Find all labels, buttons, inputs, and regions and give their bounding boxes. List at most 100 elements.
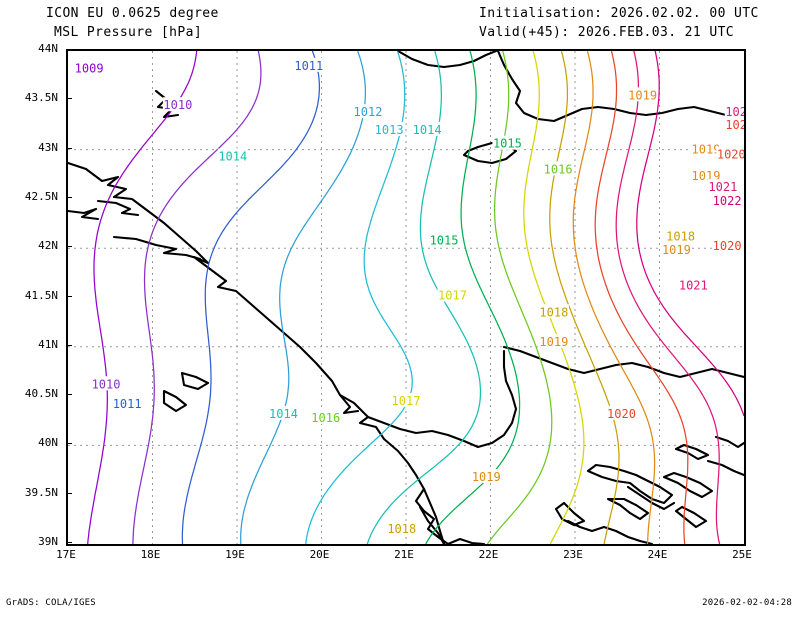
- gridlines: [68, 51, 744, 544]
- lon-tick-label: 20E: [309, 548, 330, 561]
- lat-tick: [66, 295, 72, 297]
- contour-value-label: 1009: [75, 62, 104, 76]
- contour-label-backdrop: [352, 104, 383, 119]
- contour-line-1010: [132, 51, 262, 544]
- contour-value-label: 1022: [713, 194, 742, 208]
- contour-line-1009: [87, 51, 198, 544]
- lat-tick-label: 42N: [38, 239, 58, 253]
- contour-value-label: 1014: [218, 150, 247, 164]
- contour-line-1020: [594, 51, 689, 544]
- contour-label-backdrop: [310, 409, 341, 424]
- contour-label-backdrop: [492, 135, 523, 150]
- contour-label-backdrop: [74, 60, 105, 75]
- lat-tick-label: 42.5N: [24, 189, 58, 203]
- lon-tick-label: 19E: [225, 548, 245, 561]
- contour-value-label: 1020: [607, 407, 636, 421]
- contour-value-label: 1011: [113, 397, 142, 411]
- contour-label-backdrop: [712, 238, 743, 253]
- lon-tick-label: 18E: [140, 548, 161, 561]
- contour-label-backdrop: [707, 179, 738, 194]
- contour-label-backdrop: [606, 405, 637, 420]
- lon-tick-label: 17E: [56, 548, 76, 561]
- contour-value-label: 1010: [163, 98, 192, 112]
- lat-tick: [66, 196, 72, 198]
- contour-label-backdrop: [412, 121, 443, 136]
- contour-label-backdrop: [678, 277, 709, 292]
- contour-line-1021: [615, 51, 721, 544]
- contour-label-backdrop: [627, 87, 658, 102]
- contour-label-backdrop: [716, 146, 744, 161]
- grads-credit: GrADS: COLA/IGES: [6, 598, 96, 608]
- lon-tick-label: 21E: [394, 548, 414, 561]
- lat-tick: [66, 246, 72, 248]
- contour-layer: [87, 51, 744, 544]
- contour-label-backdrop: [538, 333, 569, 348]
- contour-value-label: 1020: [717, 148, 744, 162]
- lat-tick-label: 43.5N: [24, 91, 58, 105]
- contour-value-label: 1017: [438, 289, 467, 303]
- contour-label-backdrop: [268, 405, 299, 420]
- lat-tick: [66, 98, 72, 100]
- contour-line-1011: [181, 51, 321, 544]
- contour-value-label: 1014: [413, 123, 442, 137]
- contour-value-label: 1017: [392, 394, 421, 408]
- contour-value-label: 1019: [472, 470, 501, 484]
- lat-tick-label: 40.5N: [24, 387, 58, 401]
- contour-label-backdrop: [690, 141, 721, 156]
- contour-value-label: 1010: [92, 377, 121, 391]
- lat-tick-label: 39.5N: [24, 485, 58, 499]
- render-timestamp: 2026-02-02-04:28: [702, 598, 792, 608]
- contour-label-backdrop: [293, 57, 324, 72]
- contour-line-1018: [549, 51, 620, 544]
- contour-value-label: 1019: [662, 243, 691, 257]
- valid-time: Valid(+45): 2026.FEB.03. 21 UTC: [479, 25, 735, 40]
- lat-tick-label: 43N: [38, 140, 58, 154]
- contour-label-backdrop: [543, 161, 574, 176]
- contour-label-backdrop: [665, 228, 696, 243]
- contour-label-backdrop: [91, 376, 122, 391]
- contour-value-label: 1013: [375, 123, 404, 137]
- contour-value-label: 1020: [713, 239, 742, 253]
- contour-label-backdrop: [724, 104, 744, 119]
- lon-tick-label: 23E: [563, 548, 583, 561]
- contour-label-backdrop: [217, 148, 248, 163]
- lat-tick: [66, 344, 72, 346]
- contour-value-label: 1018: [666, 229, 695, 243]
- contour-label-backdrop: [437, 287, 468, 302]
- contour-value-label: 1019: [692, 143, 721, 157]
- field-title: MSL Pressure [hPa]: [54, 25, 203, 40]
- contour-line-1015: [425, 51, 521, 544]
- contour-value-label: 1015: [430, 233, 459, 247]
- contour-line-1014: [366, 51, 482, 544]
- map-plot-area: 1009 1010 1011 1012 1013 1014 1014 1015 1016 1019…: [66, 49, 746, 546]
- contour-line-1013: [305, 51, 413, 544]
- contour-label-backdrop: [162, 97, 193, 112]
- contour-value-label: 1012: [354, 105, 383, 119]
- lat-tick-label: 40N: [38, 436, 58, 450]
- lat-tick: [66, 147, 72, 149]
- lat-tick-label: 39N: [38, 535, 58, 548]
- contour-plot-svg: 1009 1010 1011 1012 1013 1014 1014 1015 1016 1019…: [68, 51, 744, 544]
- contour-value-label: 1018: [539, 305, 568, 319]
- contour-value-label: 1021: [725, 105, 744, 119]
- contour-value-label: 1018: [387, 522, 416, 536]
- contour-label-backdrop: [112, 395, 143, 410]
- contour-label-backdrop: [661, 242, 692, 257]
- contour-label-backdrop: [471, 468, 502, 483]
- contour-value-label: 1019: [628, 88, 657, 102]
- contour-value-label: 1015: [493, 137, 522, 151]
- contour-value-label: 1016: [544, 162, 573, 176]
- contour-value-label: 1014: [269, 407, 298, 421]
- lat-tick-label: 41.5N: [24, 288, 58, 302]
- lat-tick: [66, 542, 72, 543]
- lat-tick: [66, 394, 72, 396]
- lon-tick-label: 22E: [478, 548, 499, 561]
- contour-value-label: 1020: [725, 118, 744, 132]
- initialisation-time: Initialisation: 2026.02.02. 00 UTC: [479, 6, 759, 21]
- contour-line-1012: [240, 51, 367, 544]
- contour-label-backdrop: [538, 304, 569, 319]
- lat-tick: [66, 492, 72, 494]
- contour-label-backdrop: [712, 192, 743, 207]
- contour-label-backdrop: [386, 521, 417, 536]
